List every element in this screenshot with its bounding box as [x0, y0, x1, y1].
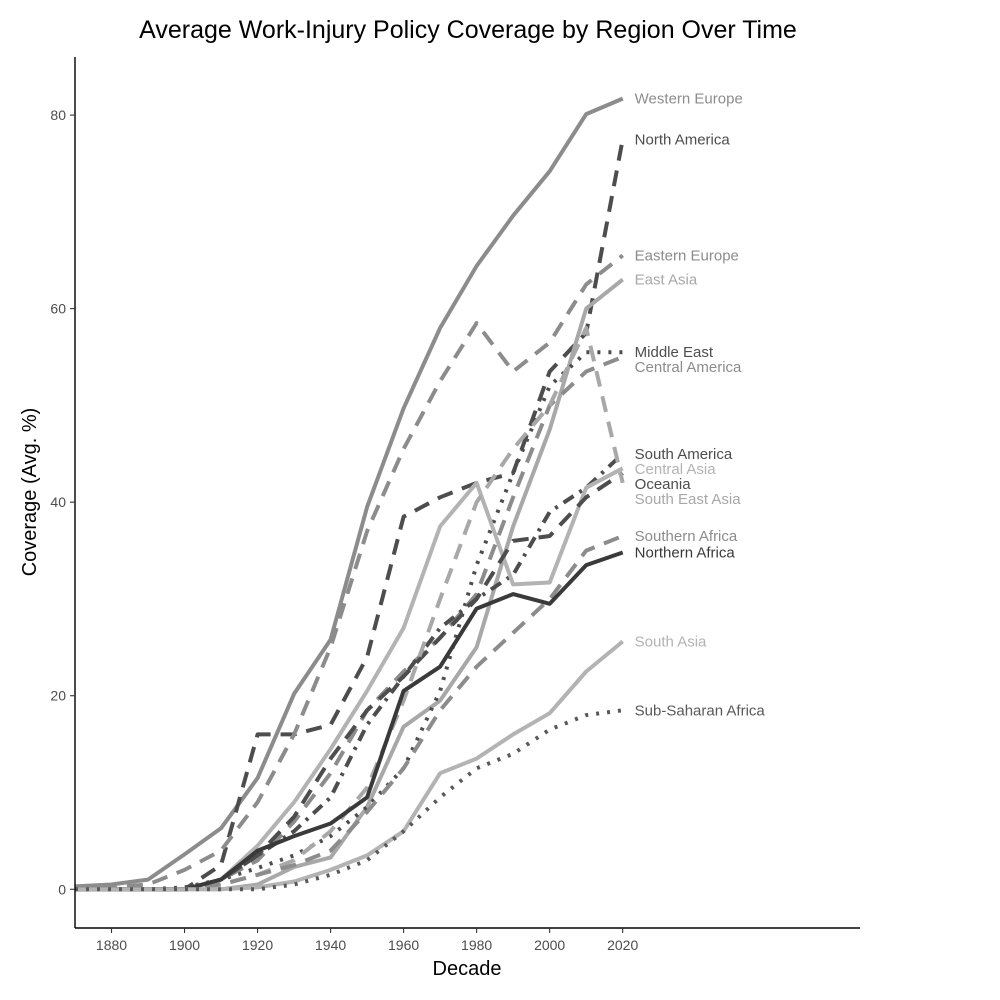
series-label-central-asia: Central Asia — [635, 461, 717, 478]
series-label-south-asia: South Asia — [635, 634, 707, 651]
series-line-oceania — [75, 471, 624, 892]
series-line-western-europe — [74, 96, 624, 889]
y-tick-label: 0 — [58, 881, 66, 897]
y-tick-label: 20 — [50, 688, 66, 704]
x-tick-label: 2020 — [607, 937, 638, 953]
x-tick-label: 1960 — [388, 937, 419, 953]
y-tick-label: 40 — [50, 494, 66, 510]
x-tick-label: 2000 — [534, 937, 565, 953]
series-labels: Western Europe North America Eastern Europ… — [635, 91, 766, 720]
series-label-western-europe: Western Europe — [635, 91, 743, 108]
series-line-south-asia — [75, 639, 624, 892]
series-label-oceania: Oceania — [635, 476, 692, 493]
y-tick-label: 80 — [50, 107, 66, 123]
series-line-sub-saharan-africa — [75, 708, 623, 892]
series-label-northern-africa: Northern Africa — [635, 545, 736, 562]
x-axis-label: Decade — [433, 958, 502, 980]
series-label-southern-africa: Southern Africa — [635, 528, 738, 545]
series-label-north-america: North America — [635, 131, 731, 148]
series-lines — [74, 96, 625, 892]
chart-title: Average Work-Injury Policy Coverage by R… — [139, 16, 797, 44]
x-tick-label: 1940 — [315, 937, 346, 953]
x-tick-label: 1920 — [242, 937, 273, 953]
series-label-east-asia: East Asia — [635, 272, 698, 289]
y-axis-ticks: 0 20 40 60 80 — [50, 107, 75, 897]
series-line-middle-east — [75, 350, 623, 892]
series-label-south-america: South America — [635, 446, 733, 463]
series-label-eastern-europe: Eastern Europe — [635, 247, 739, 264]
x-axis-ticks: 1880 1900 1920 1940 1960 1980 2000 2020 — [96, 928, 638, 953]
x-tick-label: 1880 — [96, 937, 127, 953]
series-label-middle-east: Middle East — [635, 344, 714, 361]
y-axis-label: Coverage (Avg. %) — [19, 408, 41, 577]
series-line-eastern-europe — [74, 253, 624, 892]
series-label-sub-saharan-africa: Sub-Saharan Africa — [635, 702, 766, 719]
series-label-central-america: Central America — [635, 359, 742, 376]
series-label-south-east-asia: South East Asia — [635, 491, 742, 508]
y-tick-label: 60 — [50, 301, 66, 317]
series-line-north-america — [75, 138, 625, 892]
x-tick-label: 1900 — [169, 937, 200, 953]
x-tick-label: 1980 — [461, 937, 492, 953]
